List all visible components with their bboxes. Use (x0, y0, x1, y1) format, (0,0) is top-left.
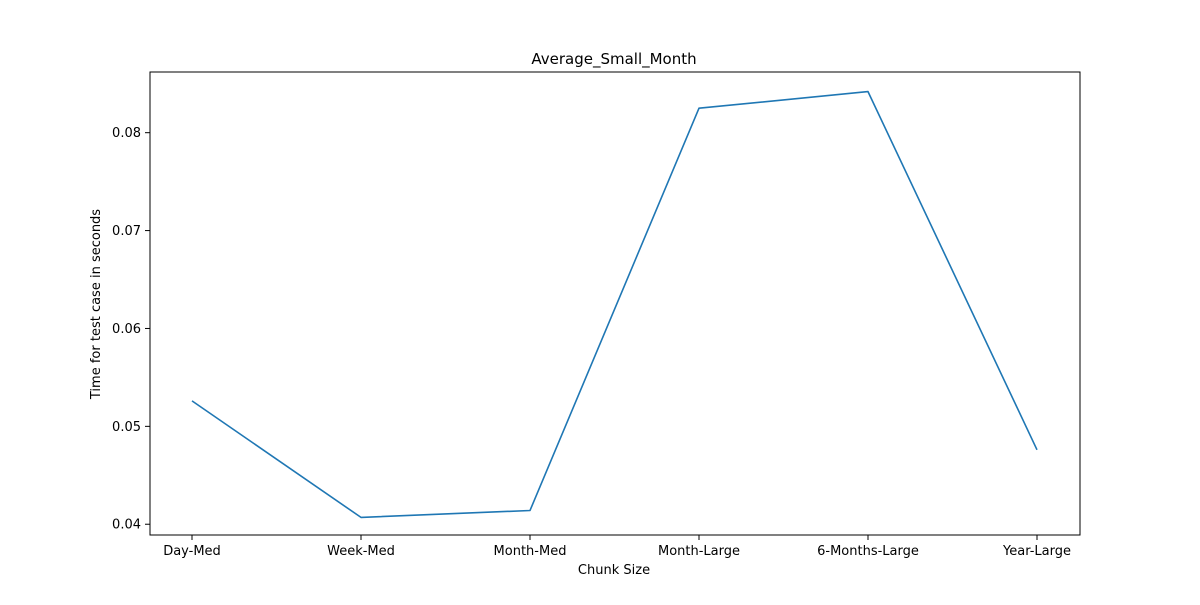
series-line (191, 90, 1038, 519)
x-tick-label: Day-Med (163, 544, 221, 559)
y-tick-label: 0.05 (112, 420, 141, 435)
y-tick-label: 0.06 (112, 322, 141, 337)
y-axis: 0.04 0.05 0.06 0.07 0.08 (112, 126, 150, 533)
y-tick-label: 0.07 (112, 224, 141, 239)
y-axis-title: Time for test case in seconds (89, 209, 104, 400)
x-tick-label: 6-Months-Large (817, 544, 919, 559)
series-layer (191, 90, 1038, 519)
chart-title: Average_Small_Month (531, 50, 696, 69)
x-tick-label: Week-Med (327, 544, 395, 559)
plot-frame (149, 71, 1081, 536)
x-axis: Day-Med Week-Med Month-Med Month-Large 6-Mon… (163, 535, 1071, 559)
x-tick-label: Month-Large (658, 544, 740, 559)
x-tick-label: Month-Med (494, 544, 567, 559)
y-tick-label: 0.08 (112, 126, 141, 141)
x-tick-label: Year-Large (1002, 544, 1071, 559)
y-tick-label: 0.04 (112, 518, 141, 533)
x-axis-title: Chunk Size (578, 563, 650, 578)
